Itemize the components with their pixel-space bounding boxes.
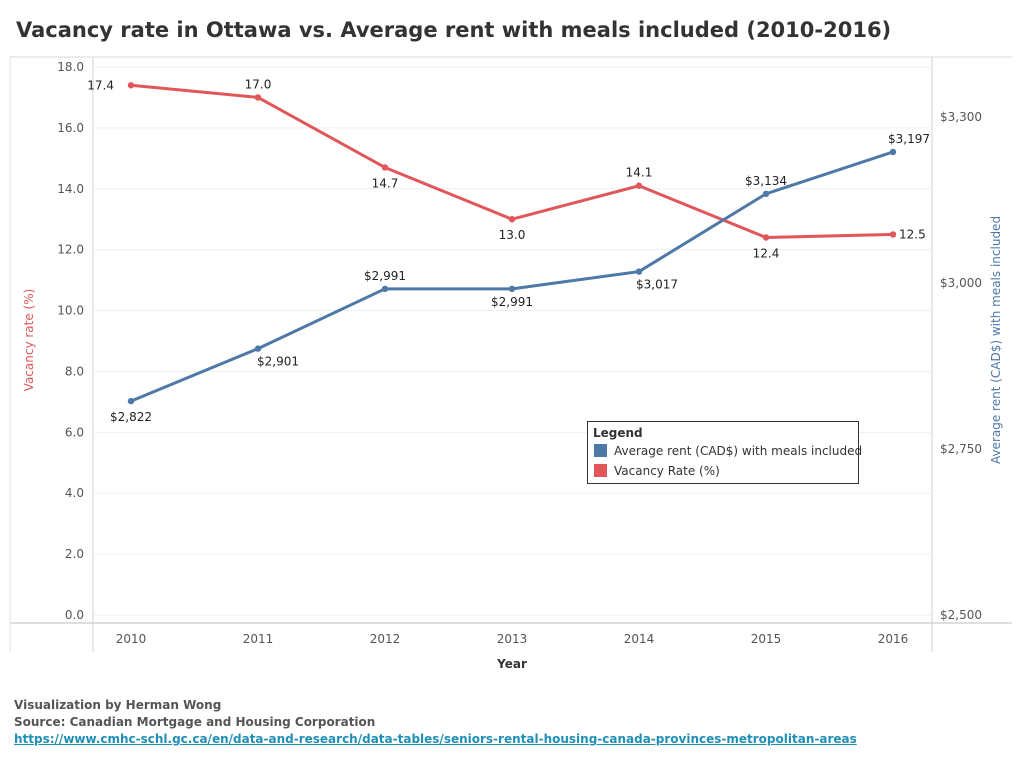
- x-tick-label: 2015: [751, 632, 782, 646]
- average-rent-point: [381, 285, 389, 293]
- legend: Legend Average rent (CAD$) with meals in…: [587, 421, 862, 484]
- average-rent-data-label: $3,197: [888, 132, 930, 146]
- x-tick-label: 2012: [370, 632, 401, 646]
- y-left-tick-label: 16.0: [57, 121, 84, 135]
- y-left-tick-label: 10.0: [57, 304, 84, 318]
- y-left-tick-label: 4.0: [65, 486, 84, 500]
- average-rent-point: [508, 285, 516, 293]
- source-link[interactable]: https://www.cmhc-schl.gc.ca/en/data-and-…: [14, 732, 857, 746]
- average-rent-data-label: $2,991: [364, 269, 406, 283]
- y-left-tick-label: 2.0: [65, 547, 84, 561]
- vacancy-rate-data-label: 17.0: [245, 77, 272, 91]
- vacancy-rate-line: [130, 83, 894, 239]
- vacancy-rate-point: [508, 216, 516, 223]
- vacancy-rate-point: [635, 182, 643, 189]
- y-left-tick-label: 18.0: [57, 60, 84, 74]
- average-rent-point: [889, 148, 897, 156]
- y-left-tick-label: 0.0: [65, 608, 84, 622]
- vacancy-rate-data-label: 17.4: [87, 78, 114, 92]
- vacancy-rate-data-label: 12.5: [899, 227, 926, 241]
- average-rent-data-label: $2,991: [491, 295, 533, 309]
- y-left-tick-label: 14.0: [57, 182, 84, 196]
- vacancy-rate-data-label: 14.7: [372, 176, 399, 190]
- legend-swatch-rent: [594, 444, 607, 457]
- legend-item-vacancy: Vacancy Rate (%): [594, 464, 720, 478]
- legend-swatch-vacancy: [594, 464, 607, 477]
- vacancy-rate-data-label: 13.0: [499, 228, 526, 242]
- average-rent-data-label: $3,017: [636, 278, 678, 292]
- average-rent-point: [635, 268, 643, 275]
- legend-label-vacancy: Vacancy Rate (%): [614, 464, 720, 478]
- y-right-tick-label: $2,750: [940, 442, 982, 456]
- vacancy-rate-point: [254, 94, 262, 101]
- average-rent-data-label: $2,822: [110, 410, 152, 424]
- average-rent-point: [127, 397, 135, 405]
- x-tick-label: 2010: [116, 632, 147, 646]
- vacancy-rate-point: [381, 164, 389, 171]
- x-tick-label: 2013: [497, 632, 528, 646]
- chart-title: Vacancy rate in Ottawa vs. Average rent …: [16, 18, 892, 42]
- average-rent-data-label: $2,901: [257, 355, 299, 369]
- legend-item-rent: Average rent (CAD$) with meals included: [594, 444, 862, 458]
- x-tick-label: 2011: [243, 632, 274, 646]
- x-axis-title: Year: [496, 657, 527, 671]
- footer-credit: Visualization by Herman Wong: [14, 698, 222, 712]
- average-rent-point: [762, 190, 770, 198]
- vacancy-rate-data-label: 14.1: [626, 166, 653, 180]
- y-right-axis-title: Average rent (CAD$) with meals included: [989, 216, 1003, 464]
- x-tick-label: 2014: [624, 632, 655, 646]
- vacancy-rate-point: [889, 231, 897, 238]
- x-tick-label: 2016: [878, 632, 909, 646]
- vacancy-rate-point: [127, 82, 135, 89]
- legend-label-rent: Average rent (CAD$) with meals included: [614, 444, 863, 458]
- average-rent-line: [130, 150, 894, 403]
- y-left-tick-label: 6.0: [65, 425, 84, 439]
- y-left-tick-label: 8.0: [65, 364, 84, 378]
- vacancy-rate-data-label: 12.4: [753, 246, 780, 260]
- footer-source: Source: Canadian Mortgage and Housing Co…: [14, 715, 376, 729]
- y-left-tick-label: 12.0: [57, 243, 84, 257]
- legend-title: Legend: [593, 426, 643, 440]
- y-left-axis-title: Vacancy rate (%): [22, 289, 36, 392]
- y-right-tick-label: $3,000: [940, 276, 982, 290]
- vacancy-rate-point: [762, 234, 770, 241]
- average-rent-data-label: $3,134: [745, 174, 787, 188]
- average-rent-point: [254, 345, 262, 352]
- y-right-tick-label: $3,300: [940, 110, 982, 124]
- y-right-tick-label: $2,500: [940, 608, 982, 622]
